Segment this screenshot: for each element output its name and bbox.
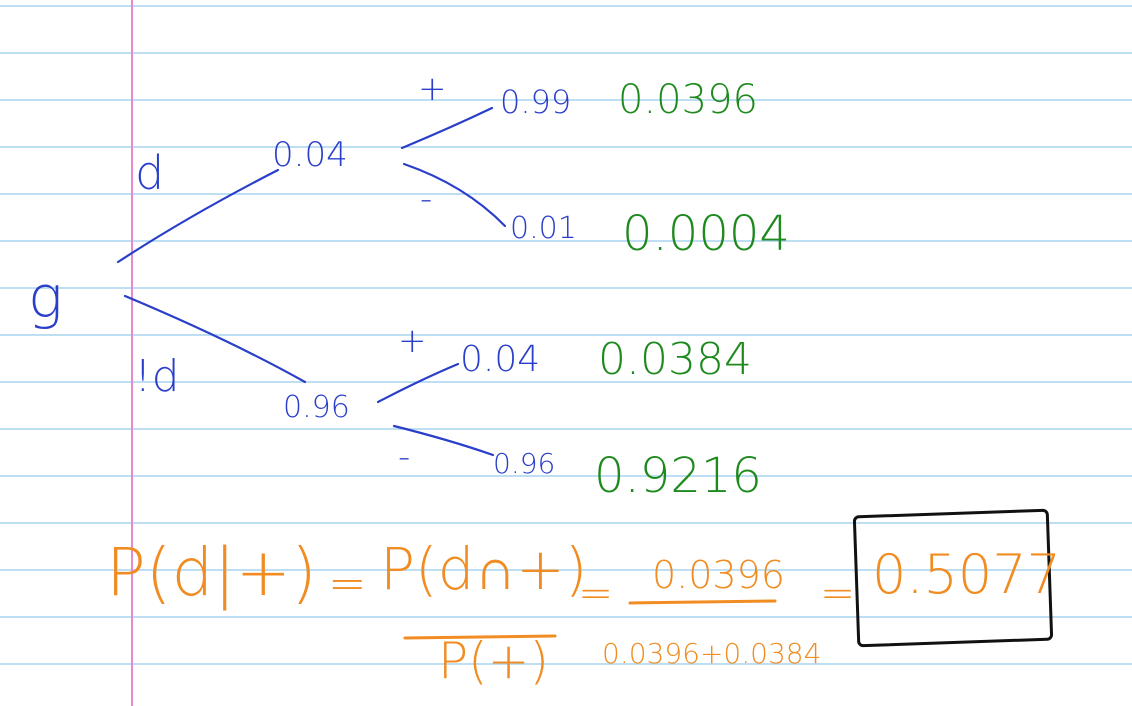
joint-d-neg: 0.0004	[622, 206, 790, 262]
tree-root-label: g	[28, 263, 63, 331]
minus-sign-bottom: -	[398, 437, 411, 477]
plus-sign-top: +	[418, 69, 447, 109]
branch-d-line	[116, 168, 280, 264]
formula-denominator: P(+)	[438, 632, 550, 690]
prob-pos-given-d: 0.99	[500, 83, 572, 121]
prob-neg-given-not-d: 0.96	[493, 447, 556, 480]
branch-d-neg-line	[402, 162, 507, 228]
plus-sign-bottom: +	[398, 321, 427, 361]
minus-sign-top: -	[420, 179, 433, 219]
joint-d-pos: 0.0396	[618, 77, 758, 123]
fraction-bar-numeric	[628, 599, 777, 605]
branch-d-label: d	[135, 146, 165, 200]
joint-not-d-neg: 0.9216	[594, 448, 762, 504]
branch-not-d-pos-line	[376, 362, 460, 404]
formula-equals-3: =	[820, 568, 856, 617]
tree-branches	[116, 106, 507, 457]
formula-value-denominator: 0.0396+0.0384	[602, 637, 822, 670]
branch-not-d-line	[123, 294, 307, 384]
branch-not-d-label: !d	[134, 351, 180, 402]
branch-not-d-neg-line	[392, 424, 495, 457]
prob-d-label: 0.04	[272, 135, 348, 175]
ruled-lines	[0, 5, 1132, 665]
formula-value-numerator: 0.0396	[652, 553, 785, 597]
branch-d-pos-line	[400, 106, 494, 150]
formula-numerator: P(d∩+)	[380, 535, 588, 603]
formula-lhs: P(d|+)	[106, 534, 317, 611]
fraction-bar-symbolic	[403, 634, 557, 640]
joint-not-d-pos: 0.0384	[598, 334, 752, 385]
formula-equals-1: =	[328, 556, 367, 610]
prob-pos-given-not-d: 0.04	[460, 339, 541, 380]
formula-equals-2: =	[578, 568, 614, 617]
prob-neg-given-d: 0.01	[510, 211, 577, 246]
formula-answer: 0.5077	[872, 543, 1061, 606]
prob-not-d-label: 0.96	[283, 390, 350, 425]
